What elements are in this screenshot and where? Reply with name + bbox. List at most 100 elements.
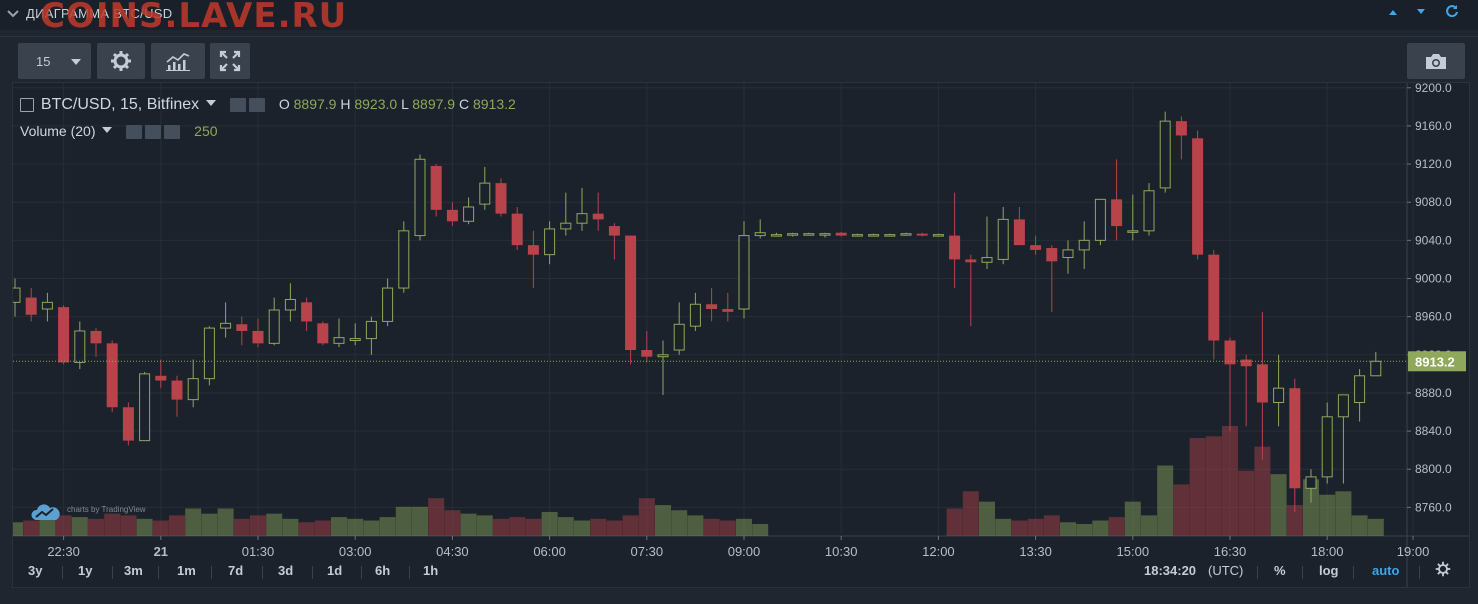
- price-axis[interactable]: [1407, 83, 1469, 587]
- volume-caret-icon[interactable]: [102, 127, 113, 133]
- volume-bar: [946, 508, 963, 536]
- percent-toggle[interactable]: %: [1274, 563, 1286, 578]
- price-tick-label: 9080.0: [1415, 195, 1452, 209]
- volume-bar: [606, 520, 623, 536]
- candle-body-down: [317, 323, 329, 344]
- candle-body-down: [171, 380, 183, 400]
- volume-bar: [71, 517, 88, 536]
- candle-body-up: [74, 330, 86, 363]
- volume-bar: [379, 517, 396, 536]
- range-button-1y[interactable]: 1y: [78, 563, 93, 578]
- range-button-7d[interactable]: 7d: [228, 563, 244, 578]
- candle-body-down: [527, 245, 539, 255]
- refresh-icon[interactable]: [1445, 4, 1459, 21]
- candle-body-down: [106, 343, 118, 408]
- volume-bar: [152, 520, 169, 536]
- tradingview-cloud-icon: [31, 504, 60, 520]
- range-button-3m[interactable]: 3m: [124, 563, 143, 578]
- candle-body-down: [430, 165, 442, 210]
- candle-body-up: [673, 323, 685, 351]
- log-toggle[interactable]: log: [1319, 563, 1339, 578]
- volume-bar: [1060, 522, 1076, 536]
- candle-body-up: [1078, 239, 1090, 251]
- last-price-label: 8913.2: [1415, 354, 1455, 369]
- volume-remove-icon[interactable]: [164, 125, 181, 140]
- volume-bar: [136, 518, 153, 536]
- volume-legend: Volume (20) 250: [20, 123, 218, 140]
- price-tick-label: 9040.0: [1415, 233, 1452, 247]
- candle-body-down: [1175, 121, 1187, 136]
- price-chart[interactable]: 9200.0 9160.0 9120.0 9080.0 9040.0 9000.0 8960…: [13, 83, 1469, 587]
- volume-bar: [395, 506, 412, 536]
- footer-settings-button[interactable]: [1435, 561, 1451, 583]
- eye-icon[interactable]: [229, 98, 246, 113]
- candle-body-down: [641, 350, 653, 357]
- camera-icon: [1426, 54, 1446, 69]
- volume-label[interactable]: Volume (20): [20, 123, 96, 139]
- candle-body-up: [1062, 249, 1074, 259]
- candle-body-up: [220, 322, 232, 329]
- volume-eye-icon[interactable]: [126, 125, 143, 140]
- volume-bar: [1303, 479, 1319, 536]
- candle-body-up: [884, 234, 896, 237]
- snapshot-button[interactable]: [1407, 43, 1465, 79]
- range-button-1d[interactable]: 1d: [327, 563, 343, 578]
- volume-bar: [331, 517, 347, 536]
- branding-text: charts by TradingView: [67, 505, 146, 514]
- candle-body-down: [1046, 247, 1058, 262]
- range-button-3d[interactable]: 3d: [278, 563, 294, 578]
- time-tick-label: 09:00: [728, 544, 761, 559]
- tradingview-branding[interactable]: charts by TradingView: [31, 503, 146, 528]
- volume-bar: [1286, 505, 1303, 536]
- interval-select[interactable]: 15: [18, 43, 91, 79]
- candle-body-down: [835, 232, 847, 236]
- candle-body-up: [1127, 230, 1139, 233]
- series-settings-icon[interactable]: [248, 98, 265, 113]
- candle-body-up: [13, 287, 21, 303]
- collapse-series-icon[interactable]: [20, 98, 34, 113]
- collapse-chevron-icon[interactable]: [6, 7, 20, 21]
- auto-scale-toggle[interactable]: auto: [1372, 563, 1400, 578]
- range-button-6h[interactable]: 6h: [375, 563, 391, 578]
- time-tick-label: 18:00: [1311, 544, 1344, 559]
- candle-body-down: [155, 375, 167, 381]
- range-button-3y[interactable]: 3y: [28, 563, 43, 578]
- volume-bar: [671, 510, 688, 536]
- candle-body-up: [1159, 120, 1171, 189]
- candle-body-up: [981, 257, 993, 263]
- fullscreen-button[interactable]: [210, 43, 250, 79]
- candle-body-up: [657, 354, 669, 358]
- volume-settings-icon[interactable]: [145, 125, 162, 140]
- candle-body-down: [301, 302, 313, 322]
- volume-bar: [1124, 501, 1141, 536]
- candle-body-up: [1094, 198, 1106, 241]
- candle-body-up: [738, 235, 750, 310]
- volume-bar: [104, 513, 121, 536]
- symbol-caret-icon[interactable]: [206, 100, 217, 106]
- panel-header: ДИАГРАММА BTC/USD COINS.LAVE.RU: [0, 0, 1478, 36]
- symbol-name[interactable]: BTC/USD, 15, Bitfinex: [40, 96, 200, 113]
- clock-timezone[interactable]: (UTC): [1208, 563, 1244, 578]
- range-button-1m[interactable]: 1m: [177, 563, 196, 578]
- volume-bar: [1270, 474, 1287, 536]
- chart-pane[interactable]: 9200.0 9160.0 9120.0 9080.0 9040.0 9000.0 8960…: [12, 82, 1470, 588]
- fullscreen-icon: [219, 50, 241, 72]
- separator: [361, 566, 362, 579]
- candle-body-up: [900, 233, 912, 236]
- settings-button[interactable]: [97, 43, 145, 79]
- range-button-1h[interactable]: 1h: [423, 563, 439, 578]
- candle-body-up: [1305, 476, 1317, 489]
- candle-body-down: [965, 259, 977, 263]
- panel-title: ДИАГРАММА BTC/USD: [26, 6, 173, 21]
- candle-body-up: [560, 222, 572, 230]
- volume-bar: [1319, 494, 1336, 536]
- candle-body-down: [1013, 219, 1025, 246]
- candle-body-down: [722, 309, 734, 312]
- separator: [1419, 566, 1420, 579]
- dropdown-caret-icon: [71, 59, 81, 65]
- arrow-up-icon[interactable]: [1388, 6, 1398, 20]
- volume-bar: [736, 518, 752, 536]
- arrow-down-icon[interactable]: [1416, 6, 1426, 20]
- candle-body-down: [236, 324, 248, 331]
- indicators-button[interactable]: [151, 43, 205, 79]
